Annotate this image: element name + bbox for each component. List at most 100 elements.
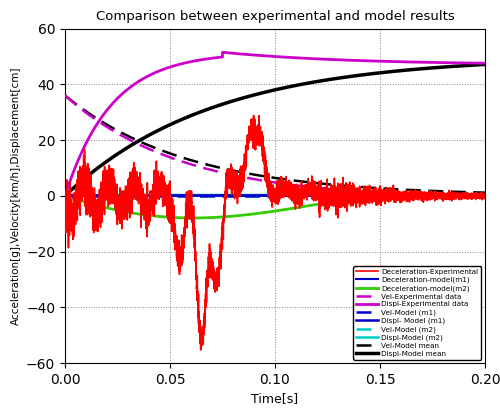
Vel-Model (m1)	[469, 194, 475, 199]
Displ- Model (m1)	[482, 193, 488, 198]
Title: Comparison between experimental and model results: Comparison between experimental and mode…	[96, 10, 454, 23]
Displ-Model mean	[62, 193, 68, 198]
Displ- Model (m1)	[367, 193, 373, 198]
Vel-Model (m2)	[242, 194, 248, 199]
Displ-Model (m2)	[238, 193, 244, 197]
Vel-Experimental data	[448, 193, 454, 198]
Displ-Model (m2)	[62, 193, 68, 197]
Vel-Experimental data	[62, 93, 68, 98]
Deceleration-Experimental	[62, 204, 68, 209]
Vel-Model (m1)	[238, 194, 244, 199]
Displ-Experimental data	[469, 61, 475, 66]
Displ-Experimental data	[367, 58, 373, 63]
Displ-Model mean	[242, 95, 248, 100]
Vel-Model (m2)	[262, 194, 268, 199]
Vel-Experimental data	[469, 194, 475, 199]
Displ-Experimental data	[448, 60, 454, 65]
Displ-Model (m2)	[469, 193, 475, 197]
Deceleration-model(m2)	[238, 213, 244, 218]
Vel-Model (m1)	[262, 194, 268, 199]
Deceleration-model(m2)	[190, 215, 196, 220]
Displ-Model mean	[448, 64, 454, 69]
Vel-Model (m1)	[367, 194, 373, 199]
Deceleration-model(m2)	[448, 193, 454, 198]
Vel-Experimental data	[262, 178, 268, 183]
Displ-Model mean	[367, 71, 373, 76]
Y-axis label: Acceleration[g],Velocity[km/h],Displacement[cm]: Acceleration[g],Velocity[km/h],Displacem…	[10, 67, 20, 325]
Vel-Model (m1)	[242, 194, 248, 199]
Vel-Model (m2)	[448, 194, 454, 199]
Displ-Model (m2)	[482, 193, 488, 197]
Line: Displ-Experimental data: Displ-Experimental data	[65, 52, 485, 196]
Deceleration-model(m2)	[469, 193, 475, 198]
Deceleration-model(m2)	[262, 210, 268, 215]
Displ-Experimental data	[62, 193, 68, 198]
Deceleration-model(m2)	[482, 193, 488, 198]
Displ- Model (m1)	[448, 193, 454, 198]
Displ-Experimental data	[242, 52, 248, 57]
Displ- Model (m1)	[238, 193, 244, 198]
Line: Deceleration-model(m2): Deceleration-model(m2)	[65, 196, 485, 218]
Vel-Model (m2)	[62, 194, 68, 199]
Deceleration-model(m1)	[62, 193, 68, 198]
Displ-Model mean	[469, 63, 475, 68]
Displ- Model (m1)	[469, 193, 475, 198]
Vel-Model mean	[238, 170, 244, 175]
Deceleration-model(m2)	[62, 193, 68, 198]
Displ-Model mean	[262, 90, 268, 95]
Line: Deceleration-Experimental: Deceleration-Experimental	[65, 115, 485, 350]
Deceleration-Experimental	[262, 158, 268, 163]
Legend: Deceleration-Experimental, Deceleration-model(m1), Deceleration-model(m2), Vel-E: Deceleration-Experimental, Deceleration-…	[353, 266, 482, 359]
Vel-Model (m2)	[469, 194, 475, 199]
Deceleration-Experimental	[482, 194, 488, 199]
Vel-Model (m2)	[367, 194, 373, 199]
Deceleration-model(m1)	[367, 193, 373, 198]
Displ-Model (m2)	[242, 193, 248, 197]
Vel-Experimental data	[238, 174, 244, 179]
Deceleration-model(m2)	[242, 213, 248, 217]
Displ-Model mean	[482, 62, 488, 67]
Displ- Model (m1)	[242, 193, 248, 198]
Vel-Model (m1)	[62, 194, 68, 199]
Vel-Experimental data	[242, 175, 248, 180]
Deceleration-Experimental	[368, 197, 374, 202]
Vel-Experimental data	[482, 194, 488, 199]
Displ-Experimental data	[220, 50, 226, 55]
Deceleration-Experimental	[198, 348, 203, 353]
Vel-Model mean	[242, 171, 248, 175]
Vel-Model mean	[367, 185, 373, 190]
Vel-Model (m2)	[238, 194, 244, 199]
Deceleration-Experimental	[470, 193, 476, 198]
Vel-Model mean	[262, 174, 268, 179]
Displ-Model mean	[238, 96, 244, 101]
Displ-Model (m2)	[448, 193, 454, 197]
Displ-Model (m2)	[262, 193, 268, 197]
Deceleration-Experimental	[242, 158, 248, 163]
Displ-Experimental data	[238, 51, 244, 56]
Deceleration-model(m1)	[242, 193, 248, 198]
Deceleration-Experimental	[250, 113, 256, 118]
Vel-Experimental data	[367, 190, 373, 195]
Line: Displ-Model mean: Displ-Model mean	[65, 64, 485, 196]
Displ-Experimental data	[262, 53, 268, 58]
Displ- Model (m1)	[262, 193, 268, 198]
X-axis label: Time[s]: Time[s]	[252, 392, 298, 406]
Deceleration-model(m1)	[448, 193, 454, 198]
Vel-Model (m2)	[482, 194, 488, 199]
Deceleration-Experimental	[448, 194, 454, 199]
Deceleration-model(m1)	[238, 193, 244, 198]
Deceleration-Experimental	[238, 181, 244, 186]
Vel-Model mean	[469, 190, 475, 195]
Vel-Model mean	[482, 190, 488, 195]
Line: Vel-Experimental data: Vel-Experimental data	[65, 95, 485, 196]
Displ- Model (m1)	[62, 193, 68, 198]
Line: Vel-Model mean: Vel-Model mean	[65, 95, 485, 193]
Displ-Model (m2)	[367, 193, 373, 197]
Deceleration-model(m1)	[262, 193, 268, 198]
Deceleration-model(m2)	[367, 193, 373, 198]
Vel-Model mean	[62, 93, 68, 98]
Vel-Model (m1)	[448, 194, 454, 199]
Displ-Experimental data	[482, 61, 488, 66]
Deceleration-model(m1)	[482, 193, 488, 198]
Vel-Model (m1)	[482, 194, 488, 199]
